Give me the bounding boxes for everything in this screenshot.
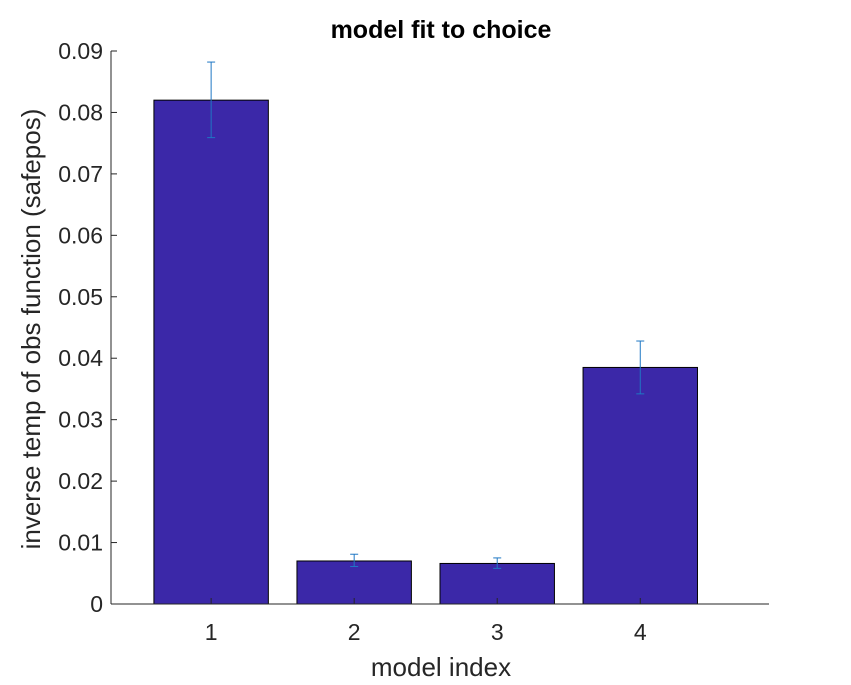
x-ticks-layer: 1 2 3 4 <box>205 598 647 645</box>
y-tick-label: 0.05 <box>58 284 103 310</box>
y-tick-label: 0 <box>90 591 103 617</box>
y-ticks-layer: 0 0.01 0.02 0.03 0.04 0.05 0.06 0.07 0.08 0.09 <box>58 38 117 617</box>
y-tick-label: 0.03 <box>58 407 103 433</box>
y-tick-label: 0.06 <box>58 222 103 248</box>
bars-layer <box>153 99 698 605</box>
y-tick-label: 0.04 <box>58 345 103 371</box>
x-tick-label: 4 <box>634 619 647 645</box>
axes-layer <box>110 51 769 605</box>
chart-title: model fit to choice <box>331 16 552 44</box>
bar-2 <box>296 560 412 605</box>
x-tick-label: 2 <box>348 619 361 645</box>
error-bars-layer <box>207 61 645 569</box>
x-tick-label: 3 <box>491 619 504 645</box>
x-axis-label: model index <box>371 652 511 682</box>
y-tick-label: 0.07 <box>58 161 103 187</box>
y-axis-label: inverse temp of obs function (safepos) <box>16 109 46 550</box>
bar-4 <box>582 366 698 605</box>
y-tick-label: 0.09 <box>58 38 103 64</box>
bar-3 <box>439 562 555 605</box>
y-tick-label: 0.08 <box>58 99 103 125</box>
bar-1 <box>153 99 269 605</box>
x-tick-label: 1 <box>205 619 218 645</box>
y-tick-label: 0.02 <box>58 468 103 494</box>
y-tick-label: 0.01 <box>58 530 103 556</box>
